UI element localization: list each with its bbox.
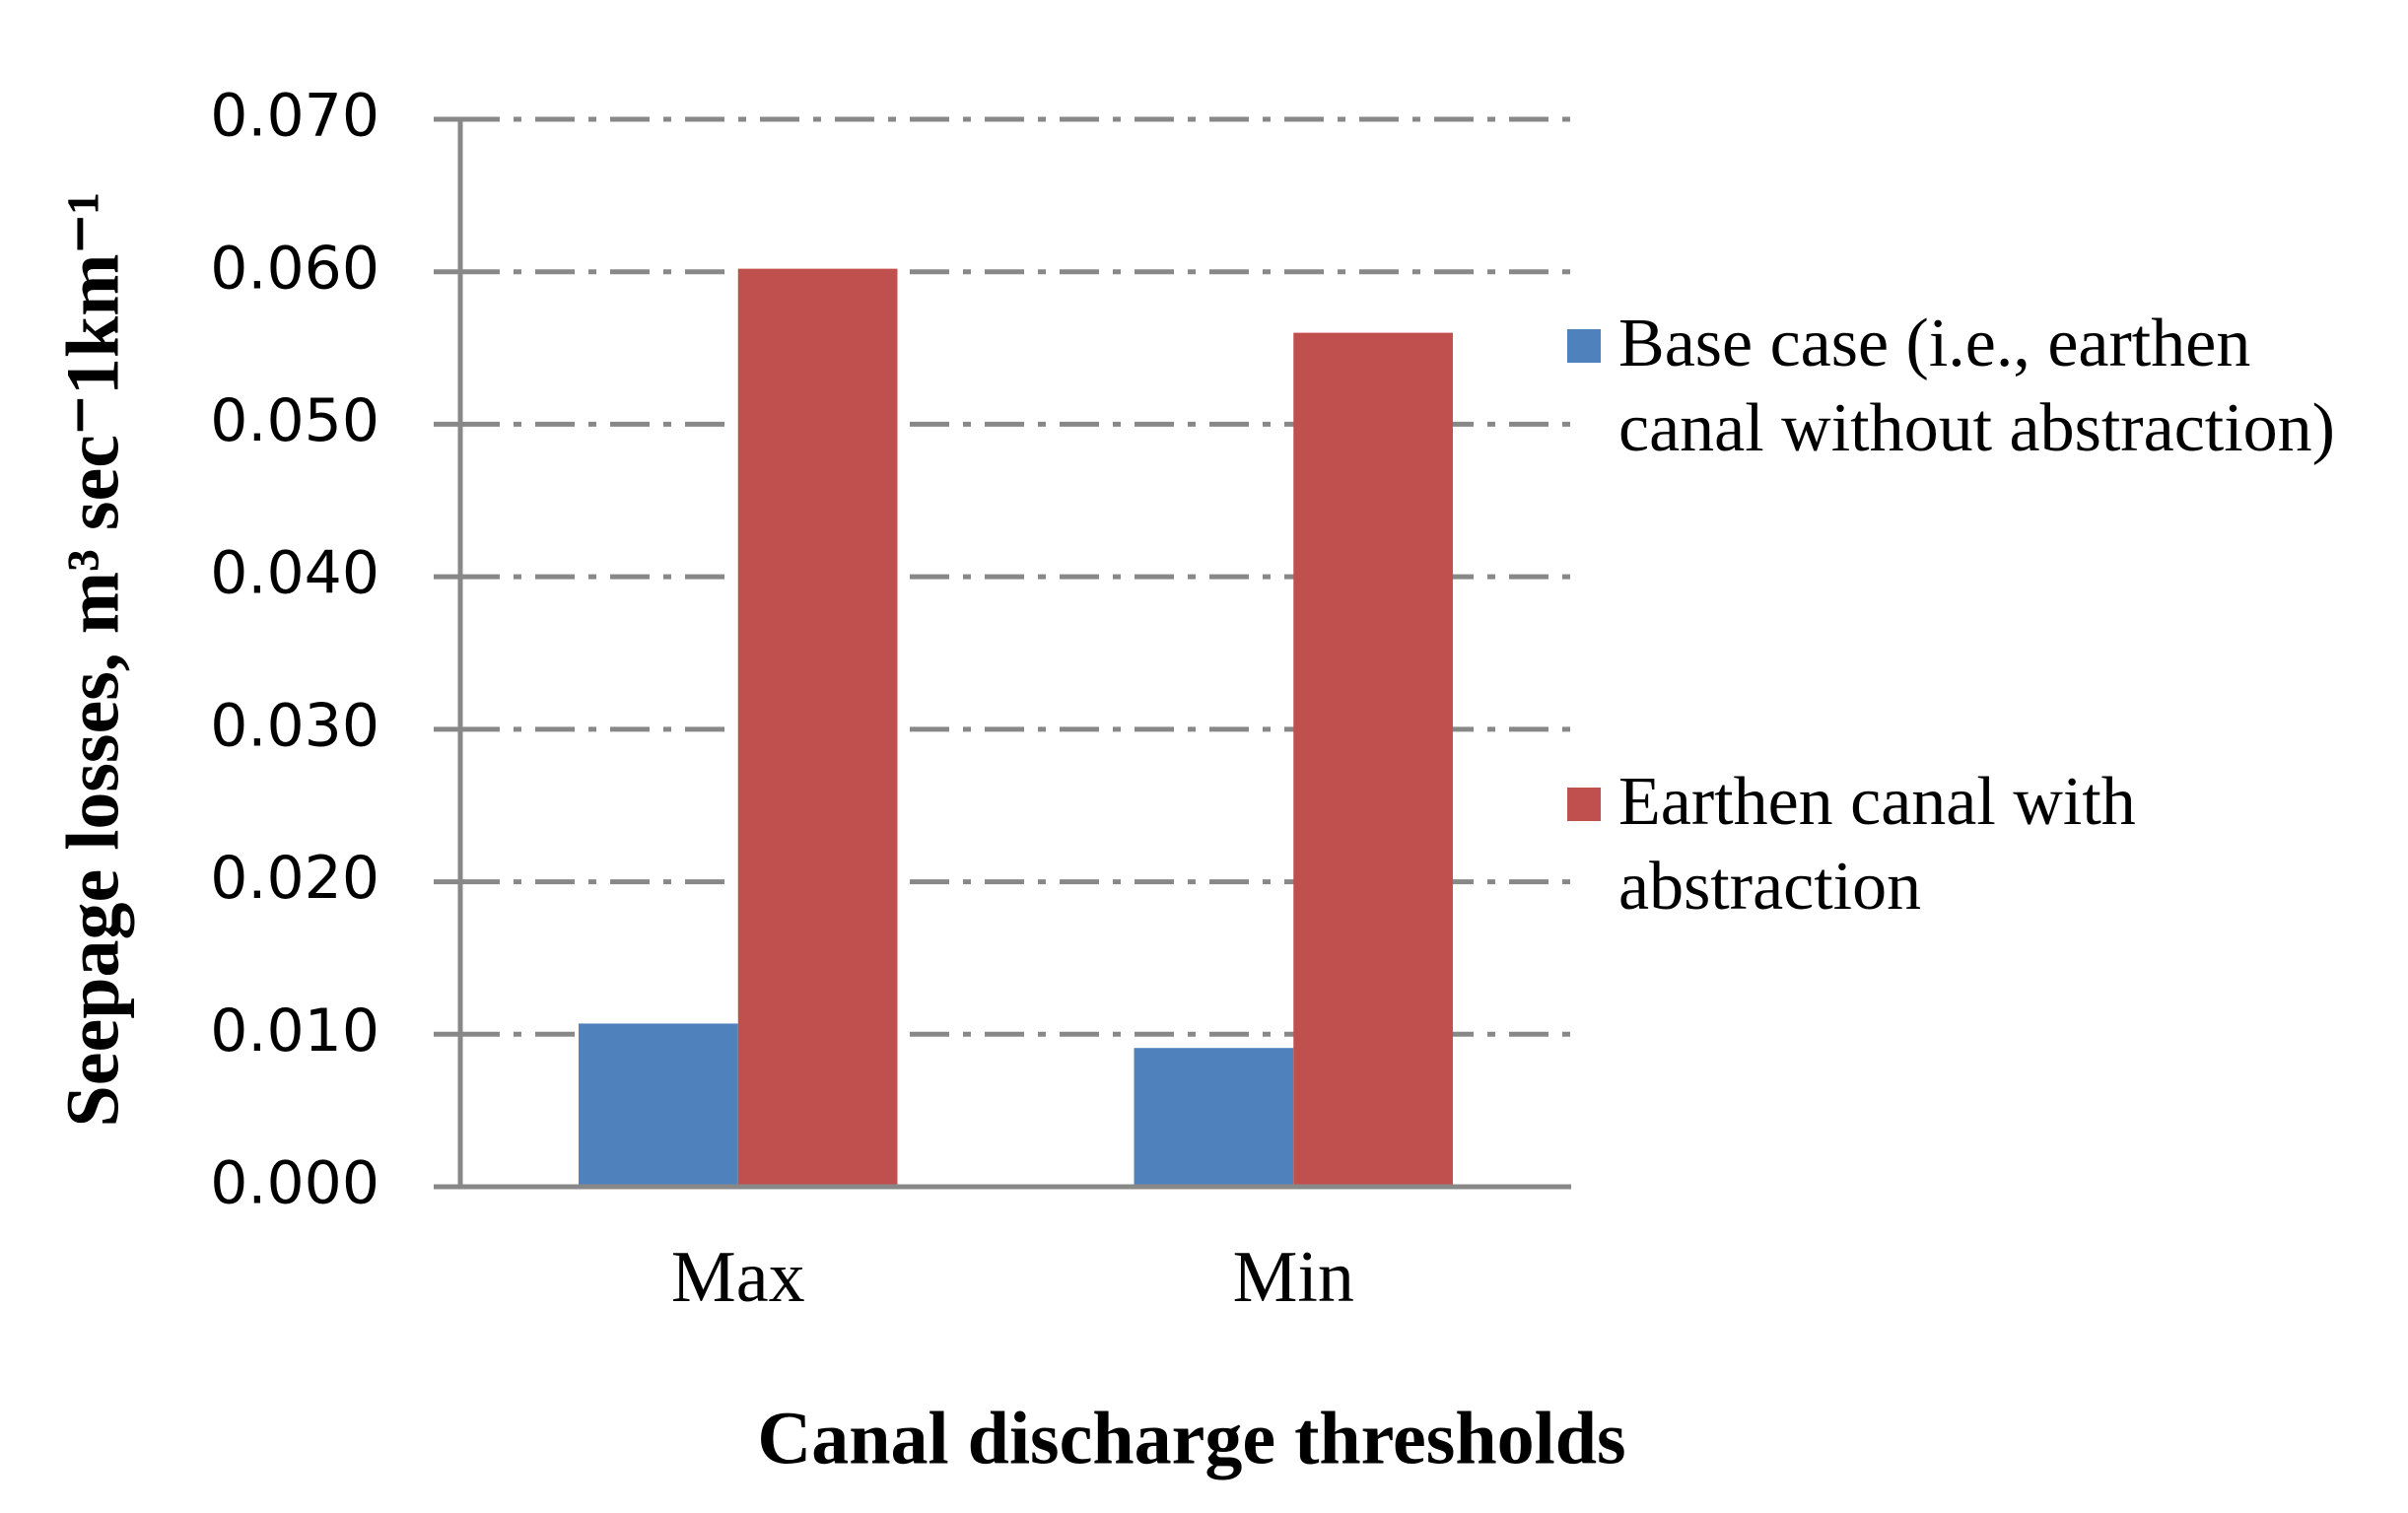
y-tick-label: 0.060 [210,234,379,303]
y-tick-label: 0.050 [210,386,379,455]
bar [1293,332,1453,1188]
bar [579,1023,738,1187]
y-tick-label: 0.040 [210,539,379,608]
y-tick-label: 0.020 [210,844,379,913]
legend-entry: Base case (i.e., earthen canal without a… [1567,302,2405,471]
legend-swatch [1567,788,1601,821]
bar [1134,1048,1294,1187]
legend-entry: Earthen canal with abstraction [1567,760,2405,929]
y-tick-label: 0.010 [210,997,379,1066]
y-axis-title: Seepage losses, m³ sec⁻1km⁻¹ [51,191,134,1127]
legend-label: Base case (i.e., earthen canal without a… [1618,306,2335,466]
legend-swatch [1567,329,1601,363]
x-tick-label: Min [1233,1237,1354,1318]
legend-label: Earthen canal with abstraction [1618,764,2136,925]
y-tick-label: 0.070 [210,82,379,151]
x-axis-title: Canal discharge thresholds [757,1397,1625,1479]
bar [737,268,898,1187]
y-tick-label: 0.000 [210,1149,379,1218]
y-tick-label: 0.030 [210,691,379,760]
x-tick-label: Max [671,1237,805,1318]
